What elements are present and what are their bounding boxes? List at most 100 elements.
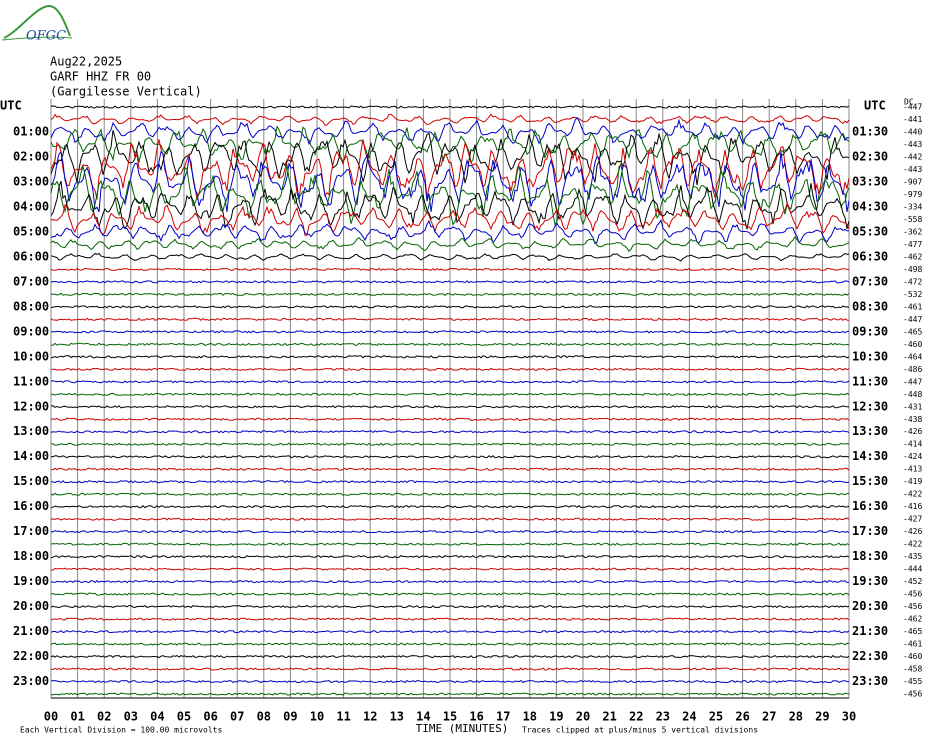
- dc-value: -458: [903, 665, 922, 674]
- x-tick-label: 21: [602, 710, 616, 724]
- right-time: 12:30: [852, 399, 888, 413]
- trace: [50, 267, 850, 272]
- logo: OFGC: [1, 5, 73, 44]
- x-tick-label: 09: [283, 710, 297, 724]
- dc-value: -461: [903, 302, 922, 311]
- right-time: 05:30: [852, 224, 888, 238]
- dc-value: -462: [903, 252, 922, 261]
- dc-value: -444: [903, 565, 922, 574]
- x-tick-label: 16: [469, 710, 483, 724]
- utc-left: UTC: [0, 99, 22, 113]
- trace: [50, 455, 850, 459]
- trace: [50, 517, 850, 521]
- dc-value: -414: [903, 440, 922, 449]
- trace: [50, 492, 850, 496]
- trace: [50, 417, 850, 421]
- x-tick-label: 22: [629, 710, 643, 724]
- footer-scale: Each Vertical Division = 100.00 microvol…: [20, 726, 222, 735]
- x-tick-label: 19: [549, 710, 563, 724]
- trace: [50, 292, 850, 296]
- dc-value: -442: [903, 152, 922, 161]
- trace: [51, 442, 850, 446]
- trace: [50, 180, 850, 230]
- right-time: 04:30: [852, 199, 888, 213]
- trace: [50, 150, 850, 213]
- left-time: 20:00: [13, 599, 49, 613]
- x-tick-label: 10: [310, 710, 324, 724]
- left-time: 01:00: [13, 124, 49, 138]
- left-time: 11:00: [13, 374, 49, 388]
- right-time: 22:30: [852, 649, 888, 663]
- trace: [50, 392, 850, 396]
- dc-value: -532: [903, 290, 922, 299]
- dc-value: -334: [903, 202, 922, 211]
- trace: [50, 105, 850, 109]
- right-time: 07:30: [852, 274, 888, 288]
- utc-right: UTC: [864, 99, 886, 113]
- x-tick-label: 11: [336, 710, 350, 724]
- trace: [50, 342, 850, 346]
- x-tick-label: 02: [97, 710, 111, 724]
- dc-value: -465: [903, 627, 922, 636]
- dc-value: -424: [903, 452, 922, 461]
- trace: [50, 252, 850, 262]
- left-time: 21:00: [13, 624, 49, 638]
- dc-value: -462: [903, 615, 922, 624]
- trace: [50, 642, 850, 646]
- dc-value: -979: [903, 190, 922, 199]
- trace: [50, 592, 850, 596]
- left-time: 14:00: [13, 449, 49, 463]
- x-tick-label: 06: [203, 710, 217, 724]
- trace: [50, 380, 850, 384]
- left-time: 13:00: [13, 424, 49, 438]
- right-time: 21:30: [852, 624, 888, 638]
- dc-value: -907: [903, 177, 922, 186]
- trace: [50, 679, 850, 684]
- dc-value: -440: [903, 127, 922, 136]
- dc-value: -435: [903, 552, 922, 561]
- logo-text: OFGC: [26, 29, 66, 44]
- trace: [50, 617, 850, 621]
- x-tick-label: 26: [735, 710, 749, 724]
- dc-value: -426: [903, 527, 922, 536]
- left-time: 18:00: [13, 549, 49, 563]
- trace: [50, 130, 850, 186]
- dc-value: -456: [903, 602, 922, 611]
- x-tick-label: 08: [257, 710, 271, 724]
- trace: [50, 317, 850, 321]
- trace: [51, 330, 850, 334]
- left-time: 09:00: [13, 324, 49, 338]
- dc-value: -472: [903, 277, 922, 286]
- right-time: 08:30: [852, 299, 888, 313]
- dc-value: -455: [903, 677, 922, 686]
- trace: [50, 280, 850, 284]
- x-tick-label: 18: [523, 710, 537, 724]
- trace: [50, 305, 850, 309]
- dc-value: -443: [903, 140, 922, 149]
- dc-value: -416: [903, 502, 922, 511]
- dc-value: -422: [903, 490, 922, 499]
- left-time: 08:00: [13, 299, 49, 313]
- right-time: 19:30: [852, 574, 888, 588]
- dc-value: -456: [903, 590, 922, 599]
- trace: [50, 202, 850, 236]
- right-time: 09:30: [852, 324, 888, 338]
- trace: [50, 629, 850, 634]
- trace: [50, 163, 850, 226]
- dc-value: -447: [903, 377, 922, 386]
- x-tick-label: 17: [496, 710, 510, 724]
- left-time: 23:00: [13, 674, 49, 688]
- x-axis-label: TIME (MINUTES): [416, 722, 509, 735]
- x-tick-label: 14: [416, 710, 430, 724]
- trace: [50, 219, 850, 245]
- trace: [50, 692, 850, 696]
- left-time: 10:00: [13, 349, 49, 363]
- left-time: 06:00: [13, 249, 49, 263]
- trace: [50, 542, 850, 546]
- location: (Gargilesse Vertical): [50, 85, 202, 99]
- trace: [50, 139, 850, 200]
- dc-value: -448: [903, 390, 922, 399]
- right-time: 14:30: [852, 449, 888, 463]
- right-time: 18:30: [852, 549, 888, 563]
